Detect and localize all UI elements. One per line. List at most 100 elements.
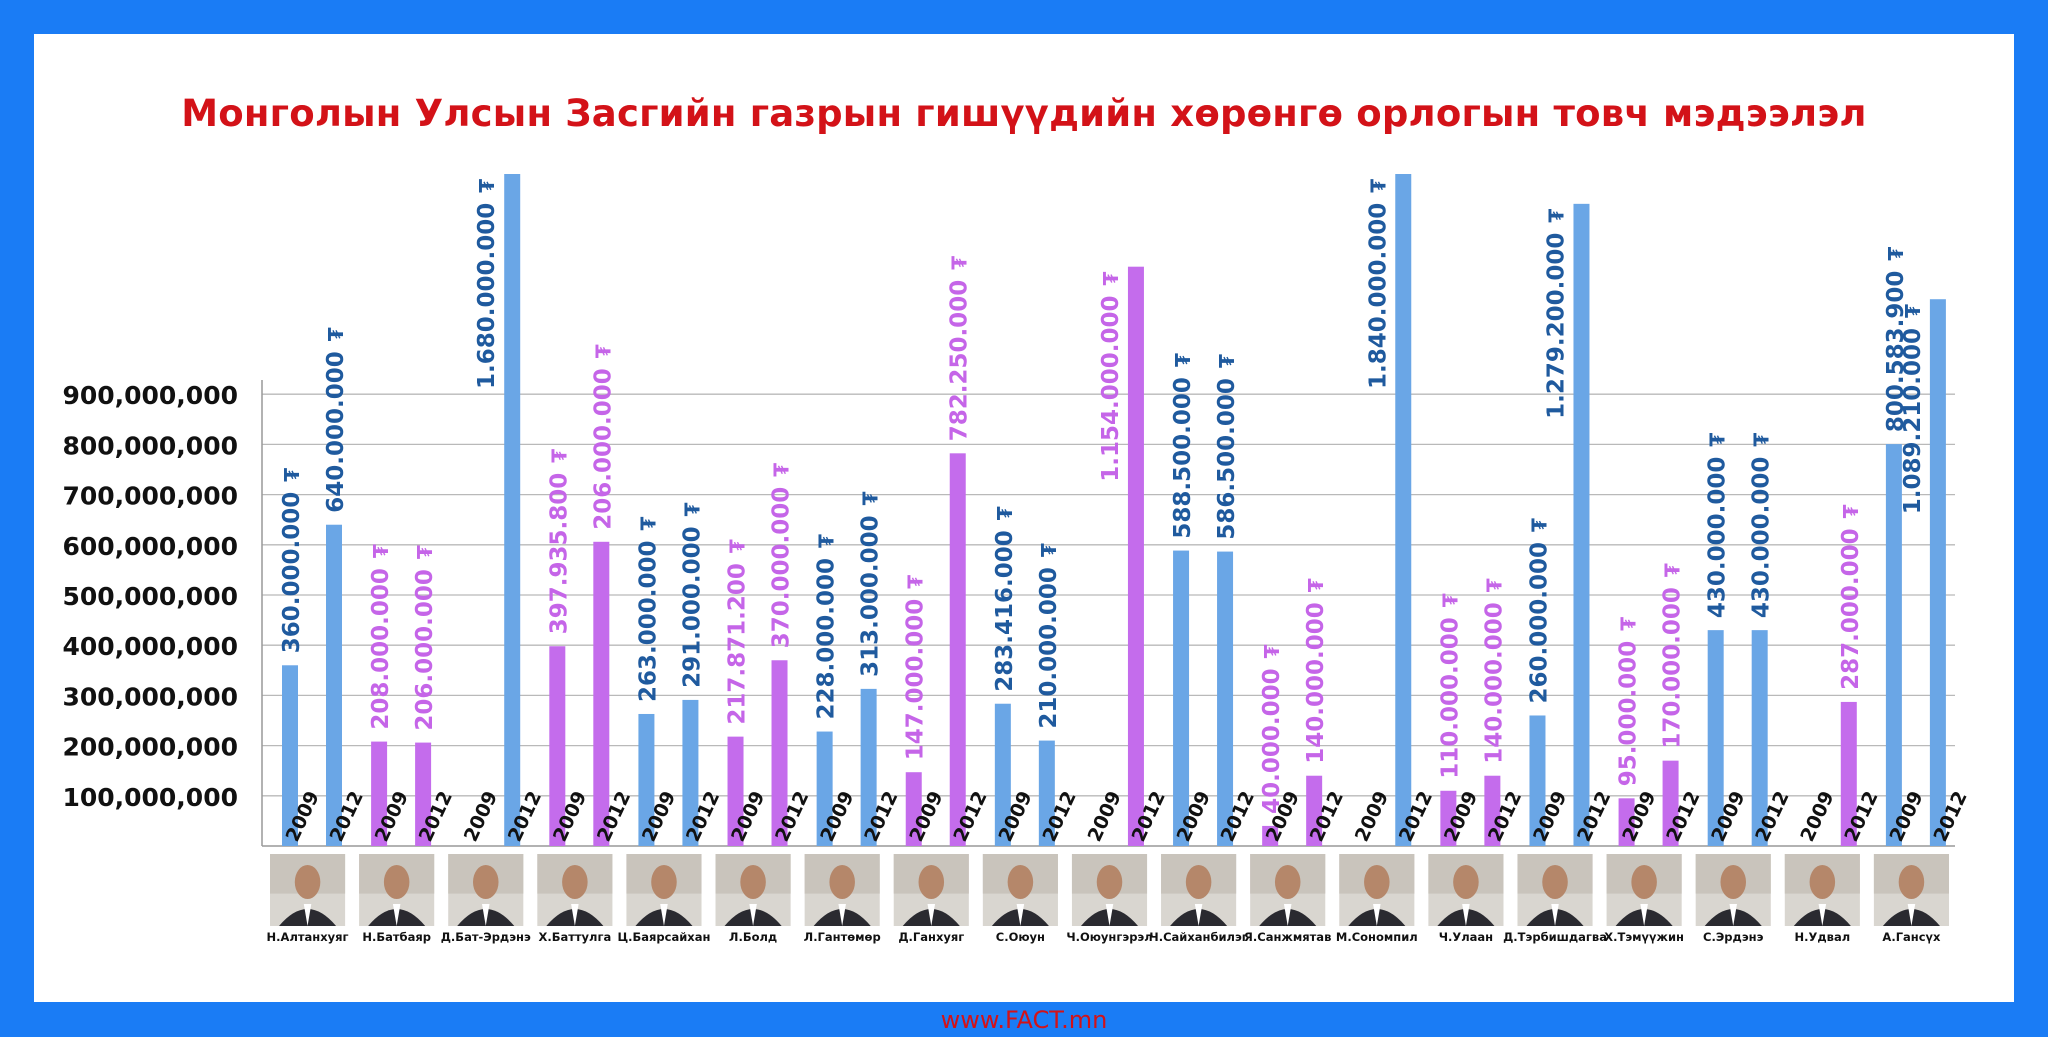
member-name: С.Оюун <box>996 930 1045 944</box>
currency-symbol: ₮ <box>1750 433 1774 447</box>
value-label: 313.000.000 <box>858 515 884 677</box>
portrait-face <box>1364 865 1390 899</box>
footer-link[interactable]: www.FACT.mn <box>940 1006 1108 1034</box>
value-label-group: 1.680.000.000 ₮ <box>474 179 500 389</box>
value-label: 110.000.000 <box>1437 617 1463 779</box>
bar <box>949 453 966 846</box>
portrait-shirt <box>1373 904 1381 926</box>
y-tick-label: 800,000,000 <box>62 431 238 460</box>
value-label-group: 430.000.000 ₮ <box>1705 433 1731 619</box>
bar <box>326 524 342 846</box>
value-label: 586.500.000 <box>1214 378 1240 540</box>
currency-symbol: ₮ <box>1438 593 1462 607</box>
bar <box>771 660 788 846</box>
currency-symbol: ₮ <box>280 468 304 482</box>
member-name: Ч.Сайханбилэг <box>1149 930 1247 944</box>
portrait-shirt <box>660 904 668 926</box>
currency-symbol: ₮ <box>1706 433 1730 447</box>
currency-symbol: ₮ <box>1171 353 1195 367</box>
bar <box>682 699 699 846</box>
value-label-group: 206.000.000 ₮ <box>590 344 616 530</box>
portrait-face <box>1096 865 1123 899</box>
value-label-group: 263.000.000 ₮ <box>635 516 661 702</box>
member-name: Н.Алтанхуяг <box>267 930 349 944</box>
year-label-group: 2009 <box>1351 788 1393 845</box>
currency-symbol: ₮ <box>1544 209 1568 223</box>
value-label: 217.871.200 <box>725 563 751 725</box>
value-label-group: 40.000.000 ₮ <box>1259 644 1285 814</box>
portrait-face <box>472 865 499 899</box>
currency-symbol: ₮ <box>1099 271 1123 285</box>
value-label: 210.000.000 <box>1036 567 1062 729</box>
portrait-shirt <box>1194 904 1203 926</box>
year-label: 2009 <box>460 788 502 845</box>
portrait-shirt <box>392 904 401 926</box>
y-tick-label: 500,000,000 <box>62 582 238 611</box>
value-label: 140.000.000 <box>1303 602 1329 764</box>
currency-symbol: ₮ <box>413 545 437 559</box>
bar <box>1573 203 1590 846</box>
bar <box>1395 174 1412 846</box>
bar <box>1529 715 1546 846</box>
bar <box>727 736 744 846</box>
portrait-face <box>1809 865 1836 899</box>
currency-symbol: ₮ <box>1215 354 1239 368</box>
currency-symbol: ₮ <box>770 463 794 477</box>
currency-symbol: ₮ <box>1527 518 1551 532</box>
year-label-group: 2009 <box>1084 788 1126 845</box>
currency-symbol: ₮ <box>591 344 615 358</box>
bar <box>371 741 388 846</box>
currency-symbol: ₮ <box>324 327 348 341</box>
bar <box>1173 550 1190 846</box>
bar <box>860 688 877 846</box>
value-label: 1.089.210.000 <box>1900 328 1926 514</box>
currency-symbol: ₮ <box>1884 247 1908 261</box>
value-label-group: 1.279.200.000 ₮ <box>1543 209 1569 419</box>
currency-symbol: ₮ <box>1617 617 1641 631</box>
bar <box>994 703 1011 846</box>
portrait-face <box>1274 865 1301 899</box>
value-label: 40.000.000 <box>1259 668 1285 814</box>
member-name: Х.Баттулга <box>538 930 611 944</box>
bar <box>1262 825 1279 846</box>
portrait-shirt <box>1462 904 1470 926</box>
portrait-face <box>740 865 766 899</box>
member-name: А.Гансүх <box>1882 930 1941 944</box>
currency-symbol: ₮ <box>636 516 660 530</box>
portrait-face <box>651 865 677 899</box>
portrait-face <box>829 865 855 899</box>
value-label-group: 206.000.000 ₮ <box>412 545 438 731</box>
portrait-face <box>1898 865 1925 899</box>
portrait-face <box>1453 865 1479 899</box>
value-label: 360.000.000 <box>279 492 305 654</box>
bar <box>1885 444 1902 846</box>
value-label: 430.000.000 <box>1705 457 1731 619</box>
value-label: 228.000.000 <box>814 558 840 720</box>
value-label: 800.583.900 <box>1883 271 1909 433</box>
portrait-shirt <box>1016 904 1025 926</box>
member-name: Ч.Оюунгэрэл <box>1066 930 1152 944</box>
portrait-shirt <box>1283 904 1292 926</box>
value-label: 782.250.000 <box>947 280 973 442</box>
currency-symbol: ₮ <box>680 502 704 516</box>
value-label-group: 110.000.000 ₮ <box>1437 593 1463 779</box>
member-name: Ч.Улаан <box>1439 930 1493 944</box>
year-label: 2009 <box>1351 788 1393 845</box>
bar <box>1484 775 1501 846</box>
portrait-shirt <box>482 904 490 926</box>
value-label-group: 1.089.210.000 ₮ <box>1900 304 1926 514</box>
value-label: 370.000.000 <box>769 487 795 649</box>
value-label-group: 586.500.000 ₮ <box>1214 354 1240 540</box>
member-name: Ц.Баярсайхан <box>617 930 710 944</box>
portrait-face <box>1720 865 1747 899</box>
currency-symbol: ₮ <box>1260 644 1284 658</box>
member-name: Я.Санжмятав <box>1244 930 1331 944</box>
member-name: Д.Бат-Эрдэнэ <box>441 930 531 944</box>
y-tick-label: 600,000,000 <box>62 532 238 561</box>
portrait-shirt <box>1907 904 1916 926</box>
value-label: 140.000.000 <box>1481 602 1507 764</box>
portrait-face <box>1631 865 1657 899</box>
bar <box>905 772 922 846</box>
portrait-shirt <box>1818 904 1827 926</box>
